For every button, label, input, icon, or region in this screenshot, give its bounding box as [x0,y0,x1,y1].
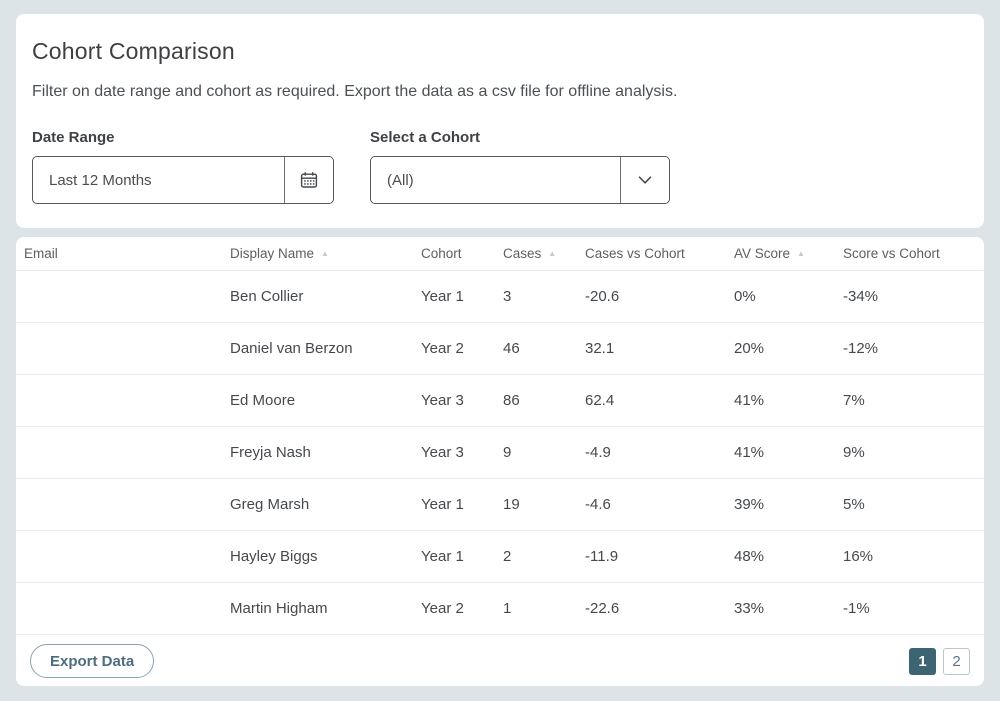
cell-cases-vs-cohort: 32.1 [585,340,615,357]
cell-display-name: Ben Collier [230,288,304,305]
cell-av-score: 39% [734,496,765,513]
cell-score-vs-cohort: -12% [843,340,879,357]
page-title: Cohort Comparison [32,38,235,64]
cell-cases: 19 [503,496,520,513]
table-row: Greg Marsh Year 1 19 -4.6 39% 5% [16,479,984,531]
date-range-filter: Date Range Last 12 Months [32,129,334,204]
filter-bar: Date Range Last 12 Months [32,129,968,204]
table-row: Ben Collier Year 1 3 -20.6 0% -34% [16,271,984,323]
column-label: Score vs Cohort [843,246,940,261]
column-label: Cases vs Cohort [585,246,685,261]
cell-display-name: Martin Higham [230,600,328,617]
date-range-label: Date Range [32,129,115,146]
table-row: Ed Moore Year 3 86 62.4 41% 7% [16,375,984,427]
column-label: Email [24,246,58,261]
cell-display-name: Ed Moore [230,392,296,409]
cell-score-vs-cohort: -1% [843,600,870,617]
cohort-select[interactable]: (All) [370,156,670,204]
table-row: Martin Higham Year 2 1 -22.6 33% -1% [16,583,984,635]
cell-score-vs-cohort: 5% [843,496,865,513]
cell-display-name: Daniel van Berzon [230,340,353,357]
column-header-score-vs-cohort: Score vs Cohort [835,246,984,261]
cell-cases-vs-cohort: -20.6 [585,288,620,305]
calendar-icon [299,170,319,190]
cell-cases: 46 [503,340,520,357]
column-label: Cases [503,246,542,261]
cell-display-name: Freyja Nash [230,444,311,461]
cell-cases: 3 [503,288,512,305]
column-header-cases[interactable]: Cases ▲ [495,246,577,261]
cell-cases-vs-cohort: -22.6 [585,600,620,617]
column-header-email: Email [16,246,222,261]
column-header-cohort: Cohort [413,246,495,261]
cell-cohort: Year 1 [421,288,464,305]
export-data-button[interactable]: Export Data [30,644,155,678]
date-range-icon-button[interactable] [284,157,333,203]
column-label: Cohort [421,246,462,261]
cohort-filter: Select a Cohort (All) [370,129,670,204]
cell-av-score: 41% [734,392,765,409]
cell-score-vs-cohort: 7% [843,392,865,409]
cell-score-vs-cohort: 16% [843,548,874,565]
cell-cases: 86 [503,392,520,409]
cell-av-score: 33% [734,600,765,617]
table-header-row: Email Display Name ▲ Cohort Cases ▲ Cases vs C… [16,237,984,271]
cell-score-vs-cohort: -34% [843,288,879,305]
table-row: Daniel van Berzon Year 2 46 32.1 20% -12% [16,323,984,375]
cell-av-score: 0% [734,288,756,305]
cell-cohort: Year 3 [421,444,464,461]
cell-cohort: Year 1 [421,548,464,565]
chevron-down-icon [636,171,654,189]
cohort-dropdown-button[interactable] [620,157,669,203]
cell-cohort: Year 3 [421,392,464,409]
cell-av-score: 20% [734,340,765,357]
cell-cases-vs-cohort: -4.6 [585,496,611,513]
cohort-label: Select a Cohort [370,129,481,146]
sort-asc-icon: ▲ [797,248,805,258]
column-header-cases-vs-cohort: Cases vs Cohort [577,246,726,261]
page-subtitle: Filter on date range and cohort as requi… [32,83,678,100]
column-header-av-score[interactable]: AV Score ▲ [726,246,835,261]
table-row: Freyja Nash Year 3 9 -4.9 41% 9% [16,427,984,479]
page-button-1[interactable]: 1 [909,647,936,675]
cell-av-score: 41% [734,444,765,461]
date-range-picker[interactable]: Last 12 Months [32,156,334,204]
sort-asc-icon: ▲ [548,248,557,258]
cell-cases-vs-cohort: 62.4 [585,392,615,409]
cell-cases: 2 [503,548,512,565]
table-body: Ben Collier Year 1 3 -20.6 0% -34% Daniel van … [16,271,984,635]
cell-cases-vs-cohort: -4.9 [585,444,611,461]
cell-cases-vs-cohort: -11.9 [585,548,619,565]
cell-cases: 9 [503,444,512,461]
column-label: AV Score [734,246,791,261]
cell-cohort: Year 2 [421,340,464,357]
page-button-2[interactable]: 2 [943,647,970,675]
table-row: Hayley Biggs Year 1 2 -11.9 48% 16% [16,531,984,583]
cell-cohort: Year 1 [421,496,464,513]
cell-cases: 1 [503,600,512,617]
cohort-value[interactable]: (All) [387,171,414,189]
cell-display-name: Hayley Biggs [230,548,318,565]
column-header-display-name[interactable]: Display Name ▲ [222,246,413,261]
column-label: Display Name [230,246,315,261]
results-table-card: Email Display Name ▲ Cohort Cases ▲ Cases vs C… [16,237,984,686]
header-card: Cohort Comparison Filter on date range a… [16,14,984,228]
cell-av-score: 48% [734,548,765,565]
cell-score-vs-cohort: 9% [843,444,865,461]
cell-display-name: Greg Marsh [230,496,310,513]
date-range-value[interactable]: Last 12 Months [49,171,152,189]
cell-cohort: Year 2 [421,600,464,617]
sort-asc-icon: ▲ [321,248,329,258]
